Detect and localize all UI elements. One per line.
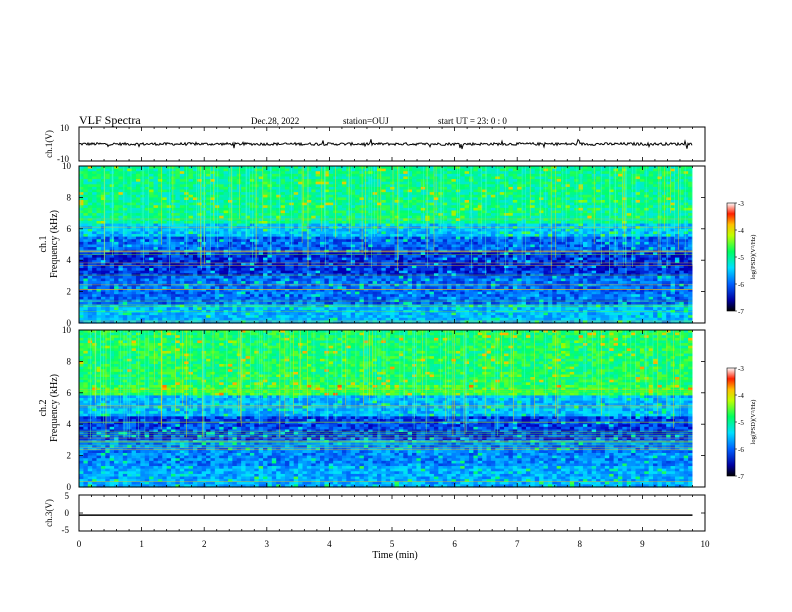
ch2-colorbar: -3 -4 -5 -6 -7 log(PSD)(V²/Hz) [726,365,757,481]
time-tick-label: 1 [139,539,144,549]
frequency-tick-label: 6 [67,224,72,234]
time-tick-label: 4 [327,539,332,549]
ch1-ytick-top: 10 [60,123,70,133]
frequency-tick-label: 4 [67,419,72,429]
colorbar-tick-label: -3 [738,365,744,373]
ch1-frequency-label: Frequency (kHz) [49,210,60,278]
colorbar-tick-label: -6 [738,281,744,289]
colorbar-tick-label: -5 [738,419,744,427]
station-label: station=OUJ [343,116,389,126]
ch1-spectrogram-panel: 0 2 4 6 8 10 ch.1 Frequency (kHz) -3 -4 -5 -6 -7 l… [38,161,757,328]
colorbar-gradient [726,202,736,312]
time-axis-tick-labels: 0 1 2 3 4 5 6 7 8 9 10 [77,539,710,549]
colorbar-label: log(PSD)(V²/Hz) [750,400,757,445]
ch3-ytick-bottom: -5 [62,525,70,535]
ch1-channel-label: ch.1 [38,236,49,253]
time-tick-label: 2 [202,539,207,549]
frequency-tick-label: 2 [67,287,72,297]
ch3-waveform-ylabel: ch.3(V) [44,499,54,527]
time-tick-label: 5 [390,539,395,549]
start-time-label: start UT = 23: 0 : 0 [438,116,507,126]
ch2-frequency-ticks: 0 2 4 6 8 10 [62,325,706,492]
ch1-ticks [78,127,706,161]
frequency-tick-label: 8 [67,192,72,202]
frequency-tick-label: 0 [67,482,72,492]
ch2-frequency-label: Frequency (kHz) [49,374,60,442]
date-label: Dec.28, 2022 [251,116,300,126]
colorbar-tick-label: -7 [738,308,744,316]
time-tick-label: 7 [515,539,520,549]
colorbar-tick-label: -3 [738,200,744,208]
time-axis-label: Time (min) [372,550,417,561]
frequency-tick-label: 4 [67,255,72,265]
ch1-ytick-bottom: -10 [57,154,69,164]
colorbar-gradient [726,367,736,477]
figure-title: VLF Spectra [79,113,141,127]
time-tick-label: 6 [452,539,457,549]
frequency-tick-label: 2 [67,451,72,461]
ch2-channel-label: ch.2 [38,400,49,417]
time-tick-label: 9 [640,539,645,549]
ch1-frequency-ticks: 0 2 4 6 8 10 [62,161,706,328]
ch1-waveform-line [79,138,693,150]
frequency-tick-label: 10 [62,161,72,171]
ch1-colorbar: -3 -4 -5 -6 -7 log(PSD)(V²/Hz) [726,200,757,316]
ch1-waveform-panel: 10 -10 ch.1(V) [44,123,706,164]
ch3-ticks [78,494,706,532]
colorbar-label: log(PSD)(V²/Hz) [750,235,757,280]
ch3-ytick-top: 5 [65,491,70,501]
colorbar-tick-label: -7 [738,473,744,481]
ch1-waveform-ylabel: ch.1(V) [44,130,54,158]
time-tick-label: 3 [265,539,270,549]
ch3-ytick-mid: 0 [65,508,70,518]
ch2-spectrogram-image [79,330,705,488]
colorbar-tick-label: -5 [738,254,744,262]
ch3-waveform-panel: 5 0 -5 ch.3(V) 0 1 2 3 4 5 6 7 8 9 10 Time (min) [44,491,710,561]
ch1-spectrogram-image [79,166,705,324]
frequency-tick-label: 8 [67,356,72,366]
time-tick-label: 0 [77,539,82,549]
time-tick-label: 10 [701,539,711,549]
frequency-tick-label: 0 [67,318,72,328]
colorbar-tick-label: -6 [738,446,744,454]
ch2-spectrogram-panel: 0 2 4 6 8 10 ch.2 Frequency (kHz) -3 -4 -5 -6 -7 l… [38,325,757,492]
colorbar-tick-label: -4 [738,392,744,400]
frequency-tick-label: 6 [67,388,72,398]
time-tick-label: 8 [578,539,583,549]
frequency-tick-label: 10 [62,325,72,335]
colorbar-tick-label: -4 [738,227,744,235]
